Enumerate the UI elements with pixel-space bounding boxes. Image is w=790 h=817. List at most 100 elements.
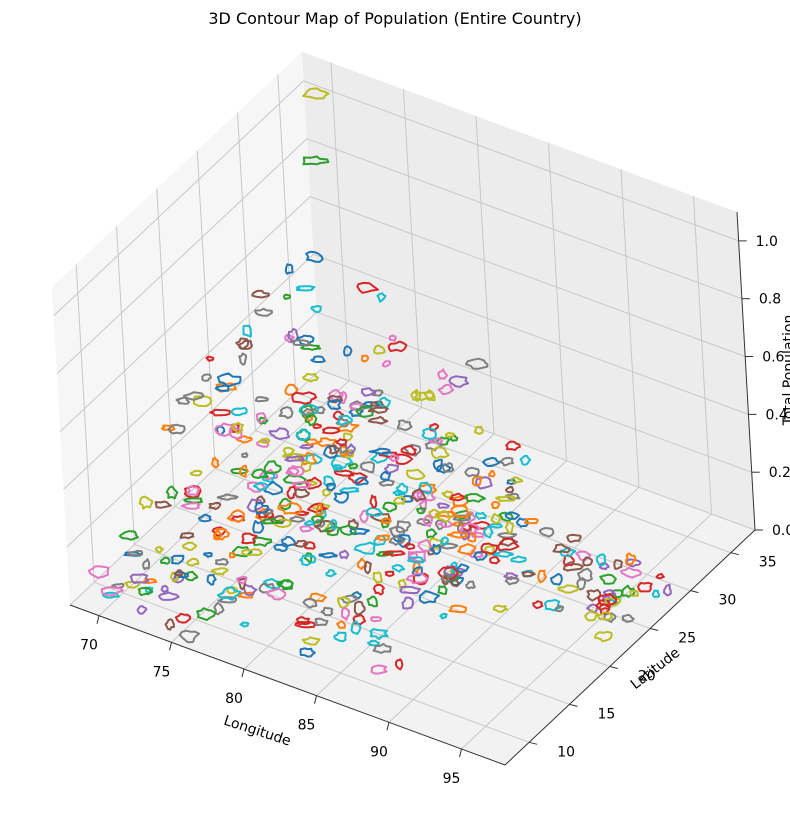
contour-line — [515, 517, 529, 528]
contour-line — [159, 556, 171, 565]
contour-line — [138, 495, 154, 510]
contour-line — [490, 501, 501, 510]
contour-line — [550, 572, 563, 586]
contour-line — [397, 534, 411, 548]
contour-line — [388, 334, 397, 342]
contour-line — [295, 285, 316, 292]
z-tick-label: 0.4 — [766, 407, 788, 423]
x-tick-label: 90 — [370, 744, 388, 760]
contour-line — [497, 532, 518, 539]
contour-line — [537, 569, 547, 584]
contour-line — [236, 576, 248, 584]
contour-line — [186, 557, 200, 567]
contour-line — [339, 486, 360, 494]
contour-line — [142, 558, 151, 571]
contour-line — [557, 584, 580, 594]
grid-line-x-back — [475, 115, 495, 435]
x-tick-label: 70 — [80, 638, 98, 654]
contour-line — [411, 566, 423, 577]
contour-line — [367, 415, 389, 425]
contour-line — [410, 488, 427, 503]
contour-line — [206, 573, 217, 586]
contour-line — [302, 372, 319, 383]
contour-line — [375, 534, 391, 541]
contour-line — [302, 541, 316, 550]
contour-line — [265, 587, 287, 601]
contour-line — [595, 553, 606, 567]
contour-line — [237, 591, 254, 599]
y-tick-mark — [609, 666, 618, 669]
contour-line — [465, 580, 476, 590]
y-tick-label: 30 — [719, 593, 737, 609]
contour-line — [298, 403, 319, 416]
contour-line — [339, 443, 348, 454]
contour-line — [338, 549, 350, 560]
contour-line — [256, 439, 270, 448]
contour-line — [403, 443, 422, 457]
contour-line — [289, 515, 305, 523]
contour-line — [255, 495, 266, 505]
contour-line — [369, 494, 378, 509]
contour-line — [165, 485, 179, 500]
contour-line — [254, 307, 273, 317]
contour-line — [299, 647, 316, 658]
y-tick-mark — [650, 628, 659, 631]
grid-line-z-left — [53, 80, 304, 317]
x-axis-line — [69, 604, 506, 766]
contour-line — [337, 414, 353, 426]
grid-line-z-back — [306, 138, 743, 300]
contour-line — [504, 520, 514, 534]
contour-line — [448, 375, 470, 388]
contour-line — [582, 556, 594, 567]
contour-line — [492, 604, 509, 613]
contour-line — [437, 383, 455, 396]
contour-line — [356, 557, 367, 570]
contour-line — [318, 552, 338, 559]
contour-line — [474, 511, 487, 520]
contour-line — [412, 572, 429, 586]
y-tick-label: 10 — [557, 744, 575, 760]
grid-line-y-left — [196, 150, 216, 469]
x-tick-mark — [314, 695, 317, 704]
contour-line — [360, 387, 377, 397]
contour-line — [170, 554, 185, 565]
contour-line — [229, 552, 237, 559]
contour-line — [405, 572, 429, 585]
contour-line — [322, 487, 332, 497]
contour-line — [300, 343, 322, 351]
contour-line — [552, 543, 571, 554]
contour-line — [429, 543, 442, 555]
contour-line — [577, 567, 593, 582]
contour-line — [239, 464, 249, 478]
contour-line — [439, 612, 448, 620]
contour-line — [258, 437, 271, 444]
contour-line — [471, 475, 483, 487]
contour-line — [354, 476, 369, 486]
contour-line — [294, 488, 310, 499]
contour-line — [353, 541, 376, 555]
contour-line — [291, 391, 318, 405]
contour-line — [407, 551, 418, 561]
contour-line — [350, 620, 362, 635]
contour-line — [566, 533, 582, 544]
contour-line — [301, 636, 321, 646]
contour-line — [273, 543, 288, 552]
contour-line — [302, 598, 318, 609]
z-axis-line — [736, 211, 756, 531]
grid-line-x-floor — [243, 433, 495, 670]
contour-line — [278, 406, 294, 420]
contour-line — [496, 537, 520, 552]
contour-line — [392, 490, 406, 497]
contour-line — [422, 514, 434, 528]
contour-line — [158, 591, 180, 601]
contour-line — [356, 281, 379, 294]
contour-line — [457, 543, 477, 556]
x-tick-label: 95 — [443, 771, 461, 787]
contour-line — [450, 561, 458, 573]
contour-line — [136, 604, 148, 615]
contour-line — [213, 602, 225, 616]
contour-line — [436, 502, 450, 509]
contour-line — [562, 561, 584, 572]
contour-line — [241, 548, 263, 557]
